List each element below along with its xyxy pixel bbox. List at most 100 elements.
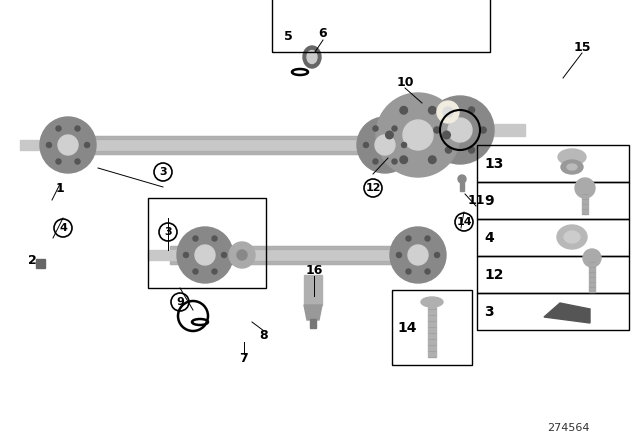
Circle shape — [376, 93, 460, 177]
Text: 14: 14 — [397, 320, 417, 335]
Circle shape — [193, 236, 198, 241]
Circle shape — [212, 269, 217, 274]
Bar — [477, 145, 629, 182]
Bar — [272, 0, 490, 52]
Text: 15: 15 — [573, 40, 591, 53]
Text: 11: 11 — [467, 194, 484, 207]
Circle shape — [458, 175, 466, 183]
Circle shape — [408, 245, 428, 265]
Text: 4: 4 — [484, 231, 493, 245]
Bar — [148, 198, 266, 288]
Circle shape — [480, 127, 486, 133]
Text: 3: 3 — [484, 305, 493, 319]
Text: 12: 12 — [484, 267, 504, 281]
Circle shape — [56, 126, 61, 131]
Circle shape — [47, 142, 51, 147]
Circle shape — [443, 107, 453, 117]
Circle shape — [400, 107, 408, 114]
Circle shape — [75, 126, 80, 131]
Circle shape — [193, 269, 198, 274]
Circle shape — [75, 159, 80, 164]
Circle shape — [229, 242, 255, 268]
Bar — [460, 179, 464, 191]
Polygon shape — [304, 305, 322, 320]
Circle shape — [429, 156, 436, 164]
Circle shape — [435, 253, 440, 258]
Circle shape — [40, 117, 96, 173]
Circle shape — [400, 156, 408, 164]
Bar — [477, 256, 629, 293]
Circle shape — [221, 253, 227, 258]
Circle shape — [468, 107, 475, 113]
Text: 3: 3 — [164, 227, 172, 237]
Circle shape — [237, 250, 247, 260]
Circle shape — [443, 131, 451, 139]
Circle shape — [429, 107, 436, 114]
Circle shape — [403, 120, 433, 150]
Bar — [589, 258, 595, 292]
Circle shape — [373, 126, 378, 131]
Circle shape — [425, 269, 430, 274]
Circle shape — [406, 236, 411, 241]
Bar — [477, 182, 629, 219]
Text: 8: 8 — [260, 328, 268, 341]
Bar — [85, 136, 370, 154]
Text: 1: 1 — [56, 181, 65, 194]
Circle shape — [425, 236, 430, 241]
Text: 16: 16 — [305, 263, 323, 276]
Ellipse shape — [557, 225, 587, 249]
Circle shape — [390, 227, 446, 283]
Bar — [170, 246, 430, 249]
Circle shape — [373, 159, 378, 164]
Bar — [582, 188, 588, 214]
Circle shape — [58, 135, 78, 155]
Circle shape — [392, 159, 397, 164]
Text: 9: 9 — [484, 194, 493, 207]
Bar — [148, 250, 205, 260]
Circle shape — [364, 142, 369, 147]
Text: 9: 9 — [176, 297, 184, 307]
Bar — [85, 151, 370, 154]
Bar — [477, 219, 629, 256]
Text: 7: 7 — [239, 352, 248, 365]
Circle shape — [195, 245, 215, 265]
Circle shape — [375, 135, 395, 155]
Ellipse shape — [561, 160, 583, 174]
Bar — [460, 124, 525, 136]
Circle shape — [468, 147, 475, 153]
Circle shape — [448, 118, 472, 142]
Bar — [304, 275, 322, 305]
Circle shape — [386, 131, 393, 139]
Text: 4: 4 — [59, 223, 67, 233]
Text: 13: 13 — [484, 156, 504, 171]
Circle shape — [575, 178, 595, 198]
Text: 2: 2 — [28, 254, 36, 267]
Circle shape — [357, 117, 413, 173]
Ellipse shape — [421, 297, 443, 307]
Bar — [85, 136, 370, 139]
Circle shape — [212, 236, 217, 241]
Ellipse shape — [303, 46, 321, 68]
Circle shape — [177, 227, 233, 283]
Circle shape — [434, 127, 440, 133]
Bar — [392, 290, 472, 365]
Circle shape — [184, 253, 189, 258]
Text: 14: 14 — [456, 217, 472, 227]
Circle shape — [406, 269, 411, 274]
Bar — [170, 261, 430, 264]
Circle shape — [437, 101, 459, 123]
Text: 274564: 274564 — [547, 423, 589, 433]
Polygon shape — [544, 303, 590, 323]
Circle shape — [392, 126, 397, 131]
Bar — [36, 259, 45, 268]
Circle shape — [401, 142, 406, 147]
Text: 10: 10 — [396, 76, 413, 89]
Circle shape — [583, 249, 601, 267]
Bar — [170, 246, 430, 264]
Ellipse shape — [558, 149, 586, 165]
Ellipse shape — [567, 164, 577, 170]
Text: 3: 3 — [159, 167, 167, 177]
Bar — [477, 293, 629, 330]
Text: 6: 6 — [319, 26, 327, 39]
Circle shape — [84, 142, 90, 147]
